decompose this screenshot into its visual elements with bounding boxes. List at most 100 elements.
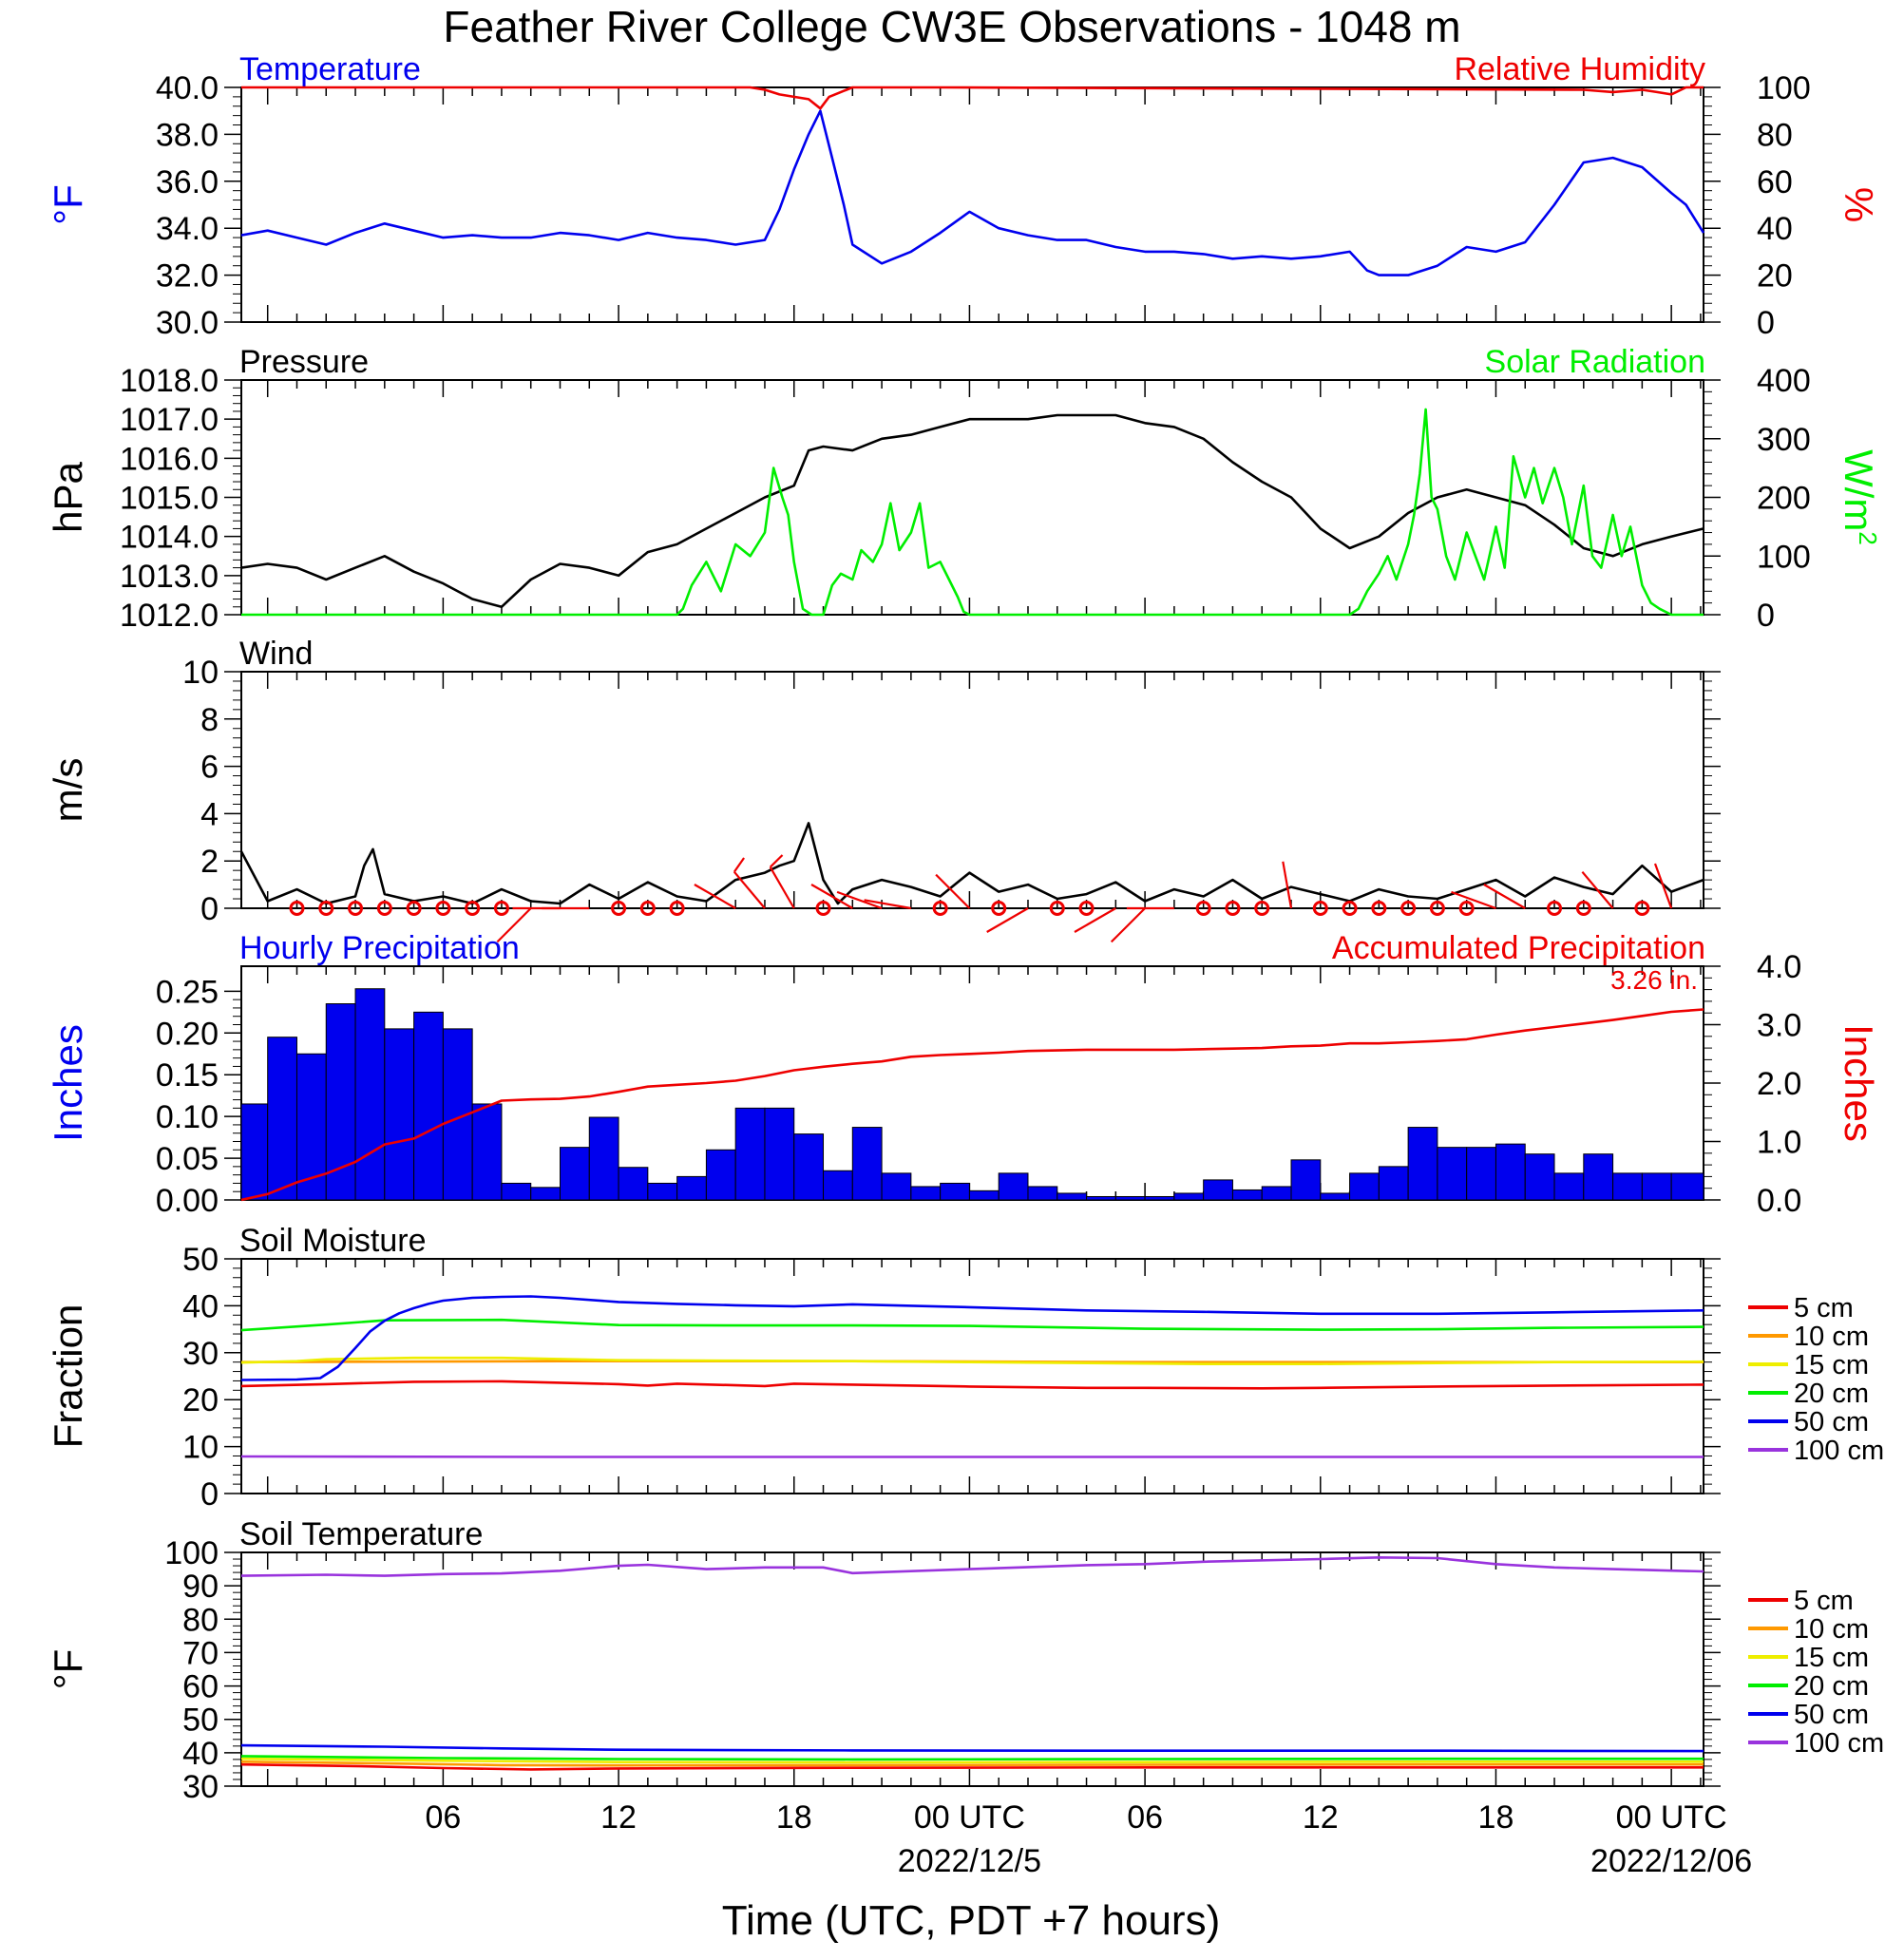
wind-barb (986, 907, 1029, 933)
y-right-axis-label: % (1837, 187, 1881, 222)
y-right-tick-label: 100 (1757, 70, 1811, 106)
y-left-tick-label: 34.0 (156, 211, 219, 247)
precip-bar (560, 1147, 590, 1201)
series-line-50-cm (240, 1743, 1704, 1753)
x-tick-label: 12 (1303, 1799, 1339, 1836)
y-right-tick-label: 0 (1757, 598, 1775, 634)
y-left-tick-label: 1015.0 (120, 481, 219, 517)
legend-label: 100 cm (1794, 1436, 1884, 1466)
legend-label: 50 cm (1794, 1407, 1869, 1437)
precip-bar (325, 1003, 356, 1201)
y-left-tick-label: 30.0 (156, 305, 219, 341)
wind-barb (1282, 861, 1293, 909)
precip-bar (793, 1133, 825, 1201)
precip-bar (1203, 1179, 1233, 1201)
calm-wind-circle (1371, 901, 1387, 916)
series-line-50-cm (240, 1295, 1704, 1381)
y-left-tick-label: 0 (200, 1476, 219, 1513)
series-line-temperature (240, 109, 1705, 276)
panel-title-right: Solar Radiation (1485, 344, 1705, 380)
calm-wind-circle (406, 901, 422, 916)
legend-label: 5 cm (1794, 1293, 1854, 1323)
y-left-tick-label: 32.0 (156, 258, 219, 295)
calm-wind-circle (1458, 901, 1475, 916)
y-right-tick-label: 100 (1757, 539, 1811, 575)
wind-barb (1451, 890, 1496, 910)
calm-wind-circle (669, 901, 685, 916)
precip-bar (1612, 1172, 1643, 1201)
precip-bar (1495, 1143, 1526, 1201)
y-left-tick-label: 40.0 (156, 70, 219, 106)
precip-bar (1466, 1147, 1496, 1201)
legend-label: 100 cm (1794, 1728, 1884, 1759)
calm-wind-circle (1225, 901, 1241, 916)
precip-bar (588, 1116, 619, 1201)
panel-title-left: Temperature (239, 51, 421, 87)
x-tick-date-label: 2022/12/5 (898, 1843, 1041, 1879)
y-right-axis-label: W/m2 (1837, 449, 1882, 545)
y-left-tick-label: 1014.0 (120, 520, 219, 556)
precip-bar (1378, 1166, 1409, 1201)
panel-frame (240, 86, 1704, 323)
precip-bar (734, 1107, 766, 1201)
precip-bar (1553, 1172, 1585, 1201)
precip-bar (881, 1172, 912, 1201)
wind-barb (769, 866, 795, 909)
panel-title-right: Relative Humidity (1454, 51, 1705, 87)
y-right-axis-label: Inches (1837, 1024, 1881, 1142)
precip-bar (413, 1011, 444, 1201)
series-line-15-cm (240, 1356, 1704, 1365)
precip-bar (851, 1127, 883, 1201)
legend-label: 5 cm (1794, 1586, 1854, 1616)
panel-frame (240, 1258, 1704, 1494)
calm-wind-circle (493, 901, 509, 916)
panel-title-left: Hourly Precipitation (239, 930, 520, 966)
calm-wind-circle (1195, 901, 1211, 916)
precip-bar (1173, 1192, 1205, 1201)
precip-bar (1670, 1172, 1704, 1201)
y-left-tick-label: 0.00 (156, 1183, 219, 1219)
calm-wind-circle (1312, 901, 1328, 916)
x-tick-date-label: 2022/12/06 (1590, 1843, 1752, 1879)
y-left-tick-label: 40 (182, 1288, 219, 1324)
y-left-tick-label: 80 (182, 1602, 219, 1638)
calm-wind-circle (465, 901, 481, 916)
y-right-tick-label: 3.0 (1757, 1008, 1801, 1044)
precip-bar (354, 988, 386, 1201)
y-left-axis-label: °F (46, 1649, 90, 1689)
panel-title-left: Soil Temperature (239, 1516, 483, 1552)
wind-barb-flag (733, 857, 746, 873)
calm-wind-circle (435, 901, 451, 916)
precip-bar (1144, 1195, 1175, 1201)
x-axis-label: Time (UTC, PDT +7 hours) (722, 1897, 1220, 1944)
calm-wind-circle (1634, 901, 1650, 916)
x-tick-label: 12 (600, 1799, 637, 1836)
calm-wind-circle (348, 901, 364, 916)
precip-bar (530, 1187, 562, 1201)
wind-barb (810, 884, 853, 909)
panel-title-left: Wind (239, 636, 313, 672)
panel-temperature: 30.0 32.0 34.0 36.0 38.0 40.0 0 20 40 60 80 100 Temp… (46, 51, 1881, 341)
series-line-15-cm (240, 1757, 1704, 1764)
series-line-100-cm (240, 1556, 1704, 1577)
calm-wind-circle (1049, 901, 1065, 916)
y-left-tick-label: 100 (164, 1535, 219, 1571)
y-left-axis-label: hPa (46, 461, 90, 532)
precip-bar (705, 1149, 736, 1201)
y-right-tick-label: 1.0 (1757, 1125, 1801, 1161)
precip-bar (1027, 1186, 1058, 1201)
wind-barb (694, 884, 736, 909)
precip-bar (1231, 1189, 1263, 1201)
precip-bar (442, 1028, 473, 1201)
series-line-wind (239, 822, 1704, 905)
x-tick-label: 00 UTC (1616, 1799, 1727, 1836)
precip-bar (1437, 1147, 1468, 1201)
precip-bar (968, 1189, 1000, 1201)
y-right-tick-label: 0 (1757, 305, 1775, 341)
y-left-axis-label: Inches (46, 1024, 90, 1142)
y-left-tick-label: 70 (182, 1635, 219, 1671)
